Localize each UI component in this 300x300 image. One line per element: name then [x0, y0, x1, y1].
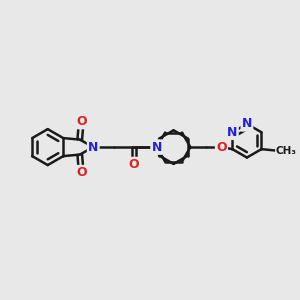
Text: N: N — [152, 141, 162, 154]
Text: N: N — [227, 126, 238, 139]
Text: O: O — [216, 141, 227, 154]
Text: O: O — [76, 115, 86, 128]
Text: N: N — [88, 141, 98, 154]
Text: N: N — [242, 117, 252, 130]
Text: O: O — [128, 158, 139, 171]
Text: CH₃: CH₃ — [276, 146, 297, 156]
Text: O: O — [76, 166, 86, 179]
